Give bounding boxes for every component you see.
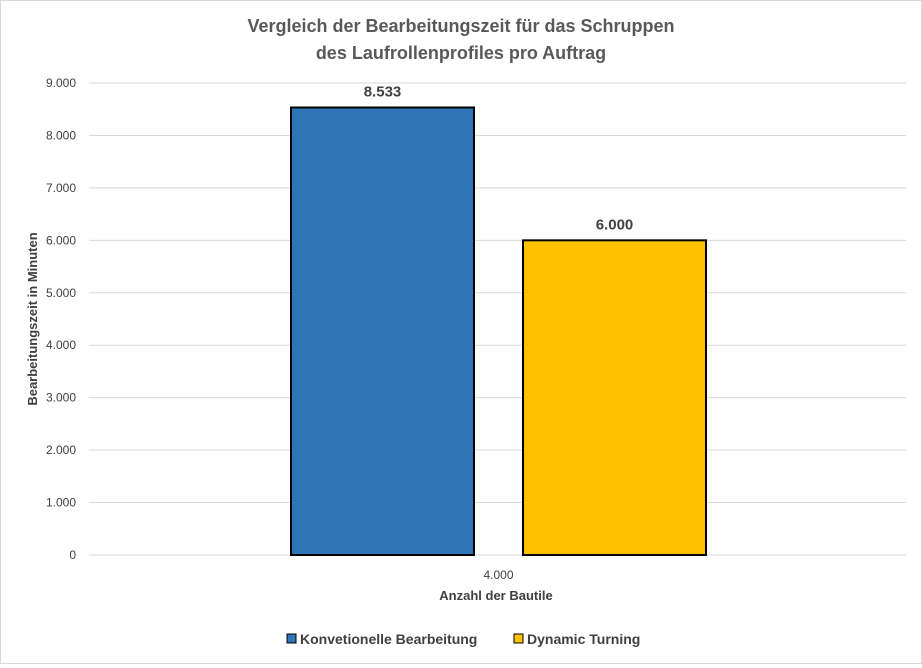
- x-axis-title: Anzahl der Bautile: [439, 588, 552, 603]
- legend-swatch-1: [513, 633, 524, 644]
- y-axis-tick-labels: 0 1.000 2.000 3.000 4.000 5.000 6.000 7.000 8.00…: [46, 76, 76, 562]
- y-tick-label: 4.000: [46, 338, 76, 352]
- chart-title-line-2: des Laufrollenprofiles pro Auftrag: [316, 43, 606, 63]
- y-axis-title: Bearbeitungszeit in Minuten: [25, 232, 40, 405]
- x-axis-tick-labels: 4.000: [483, 568, 513, 582]
- y-tick-label: 6.000: [46, 233, 76, 247]
- y-tick-label: 0: [69, 548, 76, 562]
- data-labels: 8.533 6.000: [364, 83, 634, 233]
- legend-label-0: Konvetionelle Bearbeitung: [300, 631, 477, 647]
- y-tick-label: 8.000: [46, 128, 76, 142]
- legend-label-1: Dynamic Turning: [527, 631, 640, 647]
- x-tick-label: 4.000: [483, 568, 513, 582]
- y-tick-label: 1.000: [46, 496, 76, 510]
- legend-swatch-0: [286, 633, 297, 644]
- bars: [290, 106, 707, 557]
- chart-title: Vergleich der Bearbeitungszeit für das S…: [247, 16, 674, 63]
- legend: Konvetionelle Bearbeitung Dynamic Turning: [286, 631, 640, 647]
- gridlines: [89, 82, 906, 556]
- bar-1: [522, 239, 707, 556]
- y-tick-label: 7.000: [46, 181, 76, 195]
- bar-0: [290, 106, 475, 557]
- y-tick-label: 5.000: [46, 286, 76, 300]
- y-tick-label: 3.000: [46, 391, 76, 405]
- chart-title-line-1: Vergleich der Bearbeitungszeit für das S…: [247, 16, 674, 36]
- data-label-0: 8.533: [364, 83, 402, 100]
- data-label-1: 6.000: [596, 216, 634, 233]
- y-tick-label: 9.000: [46, 76, 76, 90]
- y-tick-label: 2.000: [46, 443, 76, 457]
